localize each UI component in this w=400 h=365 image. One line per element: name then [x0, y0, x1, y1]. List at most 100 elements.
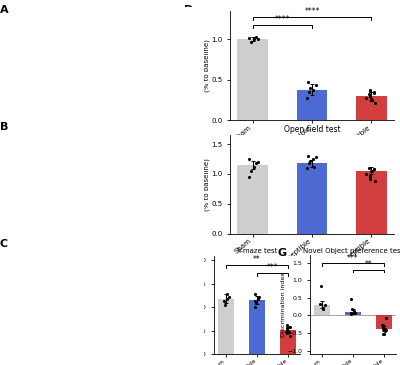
Point [368, 96, 374, 101]
Point [366, 87, 373, 93]
Bar [238, 39, 268, 120]
Point [322, 303, 328, 308]
Point [255, 36, 261, 42]
Point [304, 153, 311, 159]
Text: B: B [0, 122, 8, 132]
Point [313, 154, 320, 160]
Title: Y-maze test: Y-maze test [237, 248, 277, 254]
Point [366, 165, 373, 171]
Point [287, 333, 293, 339]
Point [246, 35, 252, 41]
Point [284, 325, 290, 331]
Y-axis label: Paw withdrawal threshold
(% to baseline): Paw withdrawal threshold (% to baseline) [196, 21, 210, 111]
Bar [297, 163, 327, 234]
Point [348, 311, 354, 317]
Point [372, 100, 378, 105]
Point [320, 305, 327, 311]
Point [311, 164, 317, 170]
Point [222, 302, 228, 308]
Title: Open field test: Open field test [284, 125, 340, 134]
Point [284, 327, 290, 333]
Point [319, 306, 326, 312]
Point [284, 330, 291, 336]
Y-axis label: Total travel distance
(% to baseline): Total travel distance (% to baseline) [196, 149, 210, 220]
Point [286, 324, 292, 330]
Point [285, 328, 291, 334]
Point [381, 331, 387, 337]
Text: F: F [181, 247, 189, 258]
Point [246, 156, 252, 162]
Point [306, 160, 312, 166]
Point [348, 310, 354, 315]
Bar [376, 315, 392, 329]
Point [252, 299, 258, 304]
Y-axis label: Entries in the novel arm
(Normalized to baseline): Entries in the novel arm (Normalized to … [184, 266, 195, 343]
Bar [297, 90, 327, 120]
Point [256, 294, 262, 300]
Bar [314, 305, 330, 315]
Point [350, 308, 357, 314]
Title: Novel Object preference test: Novel Object preference test [303, 248, 400, 254]
Point [380, 324, 386, 330]
Point [348, 297, 354, 303]
Point [370, 166, 377, 172]
Point [284, 322, 290, 328]
Point [224, 291, 231, 297]
Point [286, 324, 293, 330]
Point [367, 172, 373, 178]
Point [248, 39, 254, 45]
Point [369, 168, 376, 174]
Point [255, 159, 261, 165]
Point [254, 296, 261, 301]
Point [366, 92, 373, 97]
Point [367, 88, 373, 94]
Point [382, 328, 388, 334]
Point [367, 93, 373, 99]
Point [366, 174, 373, 180]
Bar [218, 299, 234, 354]
Point [251, 36, 257, 42]
Point [313, 82, 320, 88]
Bar [356, 171, 386, 234]
Bar [356, 96, 386, 120]
Point [380, 322, 387, 328]
Point [246, 174, 252, 180]
Point [378, 322, 385, 328]
Point [226, 294, 232, 300]
Y-axis label: Discrimination index: Discrimination index [281, 272, 286, 337]
Point [286, 328, 292, 334]
Text: ***: *** [267, 264, 278, 272]
Point [248, 168, 254, 174]
Point [307, 158, 313, 164]
Point [252, 34, 259, 40]
Text: **: ** [253, 255, 261, 264]
Point [380, 326, 386, 332]
Point [382, 327, 389, 333]
Point [307, 85, 313, 91]
Point [253, 300, 259, 306]
Bar [280, 330, 296, 354]
Point [304, 165, 311, 171]
Point [382, 326, 388, 332]
Point [252, 160, 259, 166]
Point [352, 310, 358, 316]
Point [371, 166, 377, 172]
Point [282, 328, 289, 334]
Point [310, 87, 316, 93]
Point [252, 291, 258, 297]
Point [383, 315, 389, 321]
Text: ****: **** [304, 7, 320, 16]
Point [317, 301, 323, 307]
Point [363, 95, 370, 101]
Point [318, 284, 324, 289]
Bar [238, 165, 268, 234]
Bar [249, 300, 265, 354]
Point [380, 331, 386, 337]
Text: ***: *** [347, 254, 359, 263]
Text: G: G [277, 247, 286, 258]
Point [221, 299, 227, 304]
Point [251, 164, 257, 170]
Point [370, 90, 377, 96]
Point [369, 97, 376, 103]
Text: E: E [184, 127, 192, 137]
